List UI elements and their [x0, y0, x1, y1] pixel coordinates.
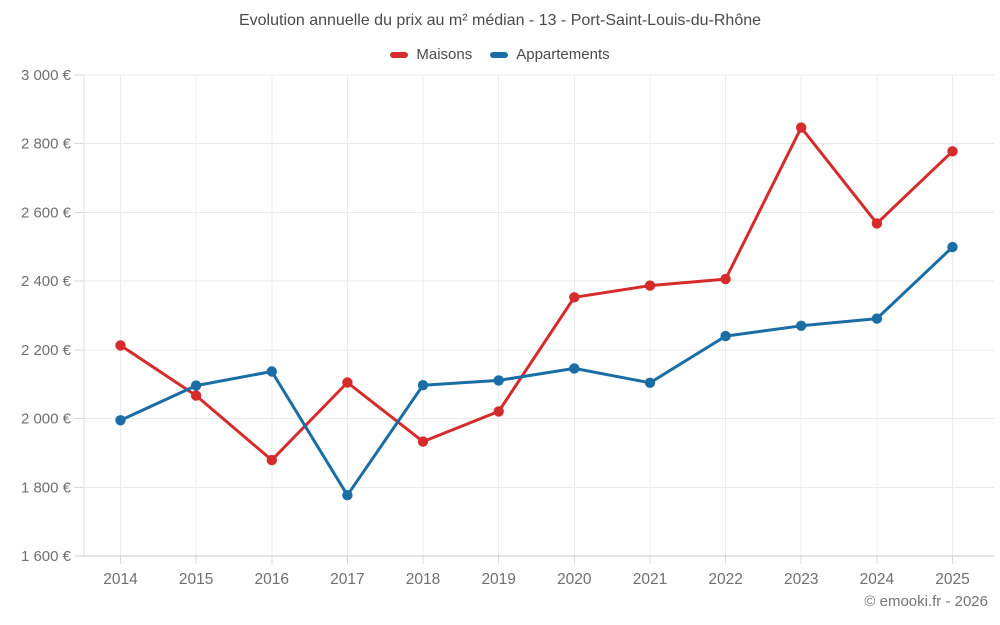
point-maisons-2014[interactable] — [115, 340, 126, 351]
y-axis-tick-label: 3 000 € — [21, 67, 72, 84]
point-maisons-2015[interactable] — [190, 390, 202, 401]
x-axis-labels: 2014 2015 2016 2017 2018 2019 2020 2021 2022 2023… — [103, 571, 969, 588]
point-maisons-2021[interactable] — [644, 280, 656, 291]
point-maisons-2025[interactable] — [947, 146, 958, 157]
point-appartements-2014[interactable] — [115, 415, 126, 426]
point-maisons-2019[interactable] — [493, 406, 504, 417]
point-appartements-2024[interactable] — [871, 313, 883, 324]
point-appartements-2015[interactable] — [190, 380, 202, 391]
watermark-credit: © emooki.fr - 2026 — [864, 593, 988, 610]
series-appartements[interactable] — [115, 241, 958, 501]
point-maisons-2020[interactable] — [569, 292, 580, 303]
x-axis-tick-label: 2017 — [330, 571, 364, 588]
y-axis-tick-label: 2 800 € — [21, 136, 72, 153]
point-maisons-2016[interactable] — [266, 454, 277, 466]
y-axis-tick-label: 2 000 € — [21, 411, 72, 428]
legend-label-appartements: Appartements — [516, 46, 610, 63]
x-axis-tick-label: 2025 — [935, 571, 969, 588]
x-axis-tick-label: 2023 — [784, 571, 818, 588]
point-maisons-2018[interactable] — [417, 436, 429, 447]
point-appartements-2018[interactable] — [417, 380, 429, 391]
y-axis-tick-label: 1 600 € — [21, 548, 72, 565]
y-axis-tick-label: 2 600 € — [21, 204, 72, 221]
x-axis-tick-label: 2024 — [860, 571, 895, 588]
x-axis-tick-label: 2014 — [103, 571, 138, 588]
point-appartements-2019[interactable] — [493, 375, 504, 386]
y-axis-tick-label: 2 400 € — [21, 273, 72, 290]
x-axis-tick-label: 2020 — [557, 571, 592, 588]
point-maisons-2022[interactable] — [720, 273, 731, 285]
grid-layer — [74, 74, 994, 564]
y-axis-tick-label: 2 200 € — [21, 342, 72, 359]
point-appartements-2021[interactable] — [644, 377, 656, 388]
point-appartements-2023[interactable] — [796, 320, 807, 331]
line-appartements[interactable] — [119, 245, 954, 497]
legend-label-maisons: Maisons — [416, 46, 473, 63]
x-axis-tick-label: 2019 — [481, 571, 515, 588]
legend-swatch-maisons-icon — [390, 51, 409, 58]
point-appartements-2016[interactable] — [266, 366, 277, 377]
point-appartements-2025[interactable] — [947, 241, 958, 253]
x-axis-tick-label: 2016 — [255, 571, 289, 588]
x-axis-tick-label: 2015 — [179, 571, 213, 588]
point-appartements-2017[interactable] — [342, 490, 353, 501]
line-maisons[interactable] — [119, 126, 954, 462]
point-maisons-2023[interactable] — [796, 122, 807, 133]
point-appartements-2022[interactable] — [720, 330, 731, 342]
x-axis-tick-label: 2021 — [633, 571, 667, 588]
legend-item-appartements[interactable]: Appartements — [490, 46, 610, 63]
point-maisons-2017[interactable] — [342, 377, 353, 388]
chart-legend: Maisons Appartements — [0, 46, 1000, 63]
series-maisons[interactable] — [115, 122, 958, 466]
legend-item-maisons[interactable]: Maisons — [390, 46, 472, 63]
y-axis-labels: 1 600 € 1 800 € 2 000 € 2 200 € 2 400 € 2 600… — [21, 67, 72, 565]
chart-title: Evolution annuelle du prix au m² médian … — [238, 12, 762, 29]
point-appartements-2020[interactable] — [569, 363, 580, 374]
legend-swatch-appartements-icon — [490, 51, 509, 58]
y-axis-tick-label: 1 800 € — [21, 479, 72, 496]
x-axis-tick-label: 2018 — [406, 571, 440, 588]
point-maisons-2024[interactable] — [871, 218, 883, 229]
x-axis-tick-label: 2022 — [708, 571, 742, 588]
